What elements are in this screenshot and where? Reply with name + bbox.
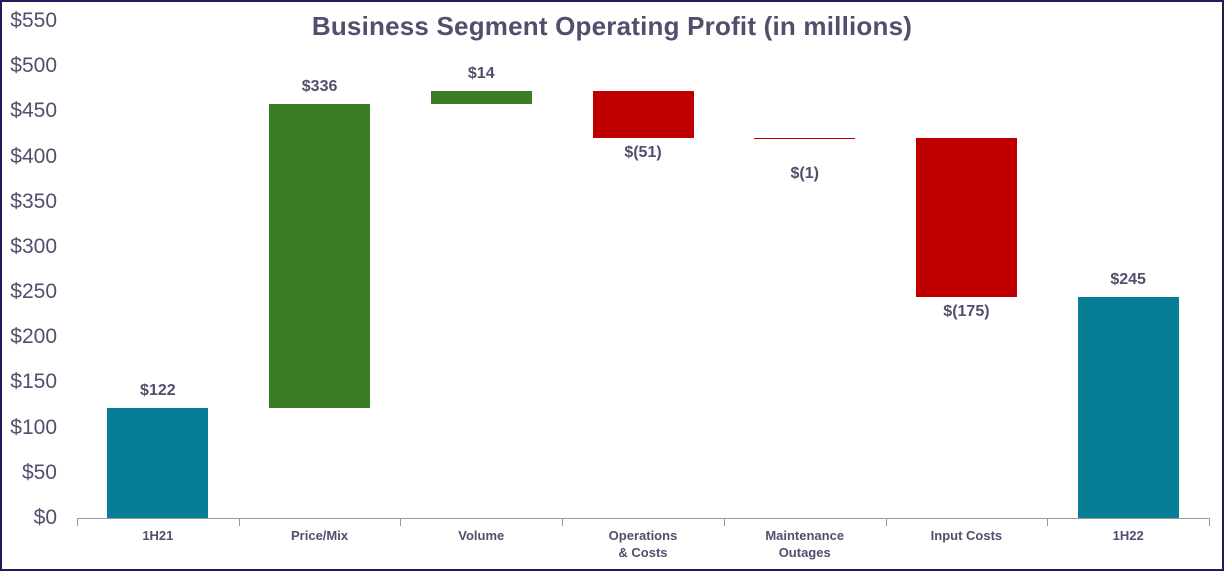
category-label-line: Volume <box>458 528 505 543</box>
bar-price-mix <box>269 104 371 408</box>
y-tick-label: $100 <box>10 415 57 439</box>
chart-title: Business Segment Operating Profit (in mi… <box>311 11 913 41</box>
x-axis-line <box>77 518 1209 519</box>
value-label: $245 <box>1110 270 1146 288</box>
x-axis-tick <box>400 518 402 526</box>
y-tick-label: $400 <box>10 144 57 168</box>
category-label-line: Operations <box>608 528 678 543</box>
x-axis-tick <box>77 518 78 526</box>
x-axis-tick <box>1047 518 1049 526</box>
x-axis-tick <box>885 518 887 526</box>
y-tick-label: $50 <box>21 460 57 484</box>
value-label: $14 <box>467 65 495 83</box>
category-label-line: Maintenance <box>765 528 845 543</box>
bar-1h21 <box>107 407 209 518</box>
y-tick-label: $0 <box>33 506 57 529</box>
category-label: Volume <box>400 527 562 544</box>
category-label: Price/Mix <box>239 527 401 544</box>
category-label-line: 1H21 <box>142 528 174 543</box>
category-label-line: Outages <box>778 545 831 560</box>
value-label: $336 <box>301 78 338 96</box>
category-label-line: Input Costs <box>930 528 1003 543</box>
category-label: 1H22 <box>1047 527 1209 544</box>
y-tick-label: $450 <box>10 99 57 123</box>
bar-volume <box>430 91 532 105</box>
y-tick-label: $500 <box>10 54 57 78</box>
category-label: 1H21 <box>77 527 239 544</box>
value-label: $122 <box>140 381 176 399</box>
bar-operations-costs <box>592 91 694 138</box>
category-label-line: & Costs <box>618 545 668 560</box>
x-axis-tick <box>1209 518 1210 526</box>
y-tick-label: $150 <box>10 370 57 394</box>
x-axis-tick <box>723 518 725 526</box>
value-label: $(1) <box>790 165 819 183</box>
y-tick-label: $350 <box>10 189 57 213</box>
x-axis-tick <box>562 518 564 526</box>
value-label: $(51) <box>624 143 662 161</box>
bar-input-costs <box>915 138 1017 297</box>
category-label-line: Price/Mix <box>291 528 349 543</box>
y-tick-label: $250 <box>10 280 57 304</box>
y-tick-label: $200 <box>10 325 57 349</box>
bar-maintenance-outages <box>754 137 856 140</box>
value-label: $(175) <box>943 302 990 320</box>
bar-1h22 <box>1077 296 1179 518</box>
y-tick-label: $300 <box>10 234 57 258</box>
category-label: Input Costs <box>886 527 1048 544</box>
category-label: Maintenance Outages <box>724 527 886 561</box>
y-tick-label: $550 <box>10 9 57 32</box>
category-label-line: 1H22 <box>1112 528 1144 543</box>
category-label: Operations & Costs <box>562 527 724 561</box>
x-axis-tick <box>238 518 240 526</box>
